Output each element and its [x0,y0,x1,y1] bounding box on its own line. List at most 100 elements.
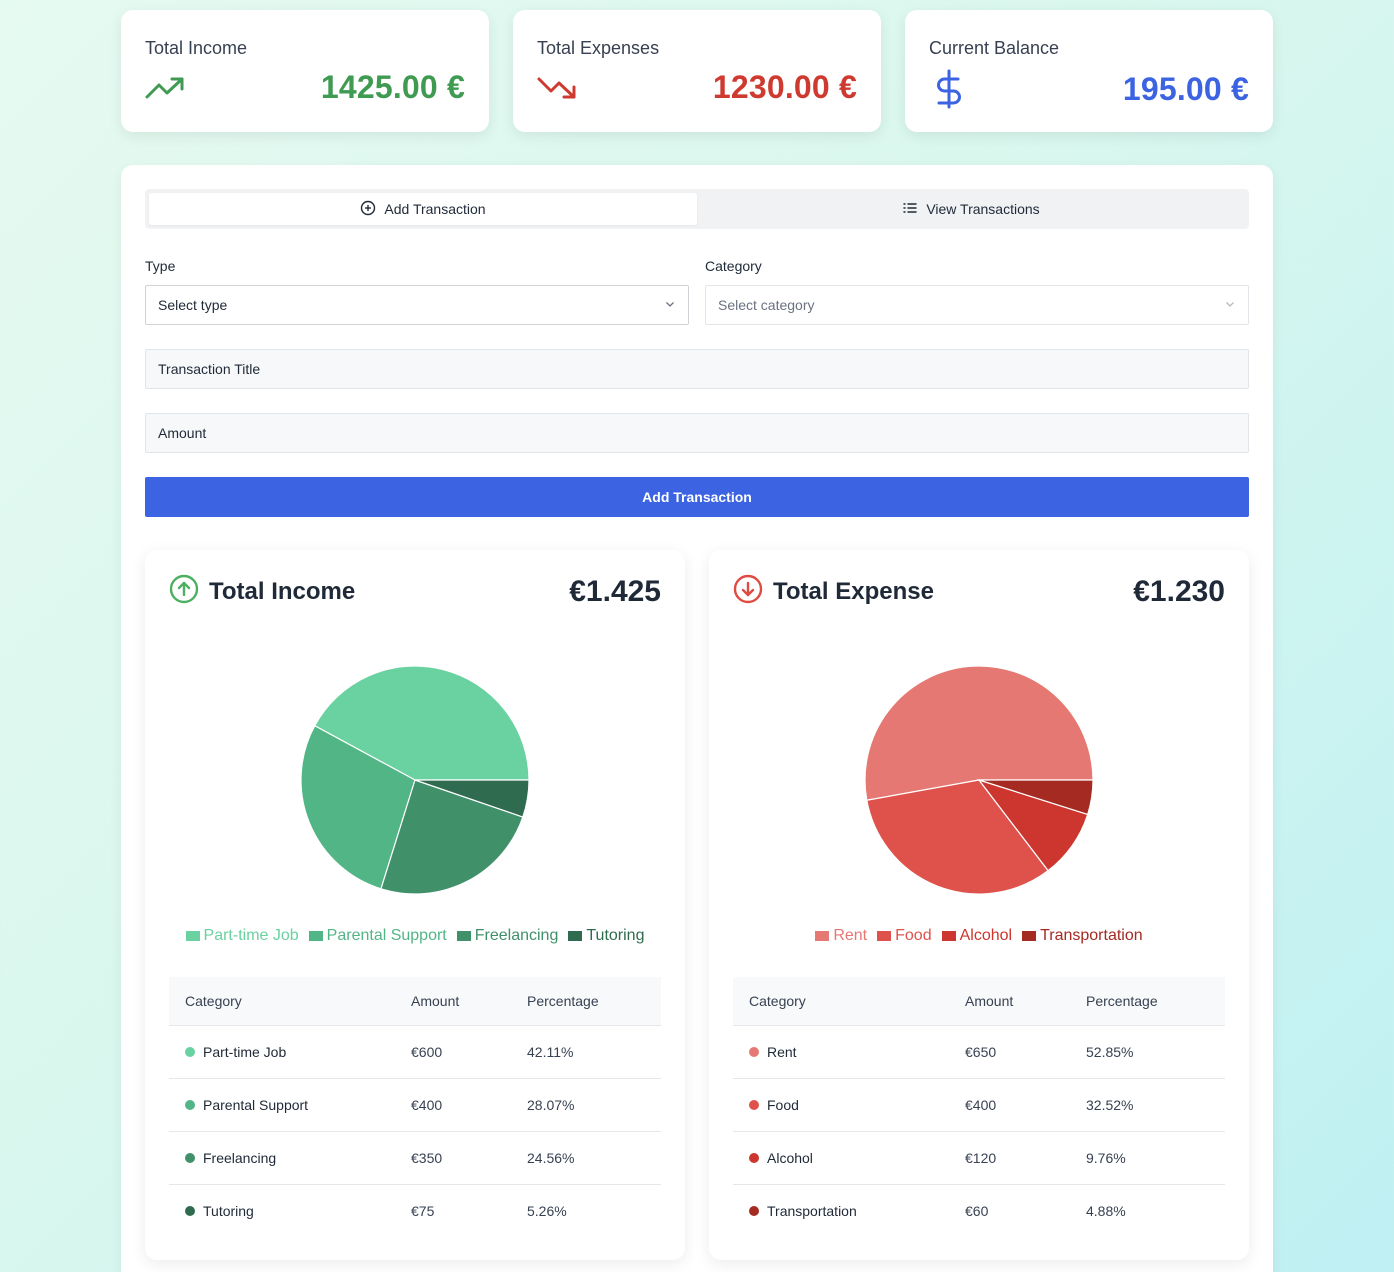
pie-slice-food [866,779,1049,895]
expense-col-amount: Amount [949,977,1070,1026]
row-percentage: 42.11% [511,1025,661,1079]
income-legend: Part-time Job Parental Support Freelancing… [145,927,685,945]
expenses-summary-value: 1230.00 € [712,69,857,105]
amount-input[interactable]: Amount [145,413,1249,453]
add-transaction-button[interactable]: Add Transaction [145,477,1249,517]
legend-swatch [815,931,830,941]
table-row: Transportation €60 4.88% [733,1184,1225,1237]
income-table: Category Amount Percentage Part-time Job… [169,977,661,1237]
income-col-category: Category [169,977,395,1026]
tab-bar: Add Transaction View Transactions [145,189,1249,229]
income-panel-title: Total Income [209,578,356,605]
row-amount: €400 [395,1078,511,1132]
legend-label: Parental Support [326,927,447,944]
legend-label: Freelancing [474,927,559,944]
expense-col-percentage: Percentage [1070,977,1225,1026]
tab-add-transaction-label: Add Transaction [384,201,486,217]
legend-item[interactable]: Transportation [1022,927,1143,945]
transaction-title-placeholder: Transaction Title [158,361,261,377]
color-dot [749,1152,759,1163]
row-percentage: 28.07% [511,1078,661,1132]
color-dot [749,1046,759,1057]
color-dot [185,1099,195,1110]
legend-swatch [877,931,892,941]
row-percentage: 24.56% [511,1131,661,1185]
table-row: Rent €650 52.85% [733,1025,1225,1079]
income-panel-total: €1.425 [569,575,661,608]
dollar-icon [929,69,969,109]
legend-item[interactable]: Freelancing [456,927,559,945]
color-dot [185,1205,195,1216]
plus-circle-icon [360,200,376,219]
row-amount: €350 [395,1131,511,1185]
legend-item[interactable]: Food [877,927,932,945]
chevron-down-icon [664,297,676,313]
legend-label: Rent [833,927,868,944]
type-label: Type [145,258,176,274]
tab-view-transactions[interactable]: View Transactions [697,193,1245,225]
row-category: Parental Support [203,1096,309,1113]
tab-view-transactions-label: View Transactions [926,201,1040,217]
expense-panel-total: €1.230 [1133,575,1225,608]
transaction-title-input[interactable]: Transaction Title [145,349,1249,389]
income-pie-chart [300,665,530,895]
legend-item[interactable]: Alcohol [941,927,1013,945]
arrow-down-circle-icon [733,574,763,611]
legend-swatch [308,931,323,941]
table-row: Alcohol €120 9.76% [733,1131,1225,1185]
table-row: Tutoring €75 5.26% [169,1184,661,1237]
legend-swatch [456,931,471,941]
income-col-amount: Amount [395,977,511,1026]
pie-slice-transportation [978,779,1094,816]
expense-col-category: Category [733,977,949,1026]
row-amount: €75 [411,1202,435,1219]
row-amount: €60 [965,1202,989,1219]
income-col-percentage: Percentage [511,977,661,1026]
trending-down-icon [537,73,577,103]
row-category: Freelancing [203,1149,277,1166]
income-summary-label: Total Income [145,38,248,58]
row-percentage: 52.85% [1070,1025,1225,1079]
table-row: Parental Support €400 28.07% [169,1078,661,1132]
table-row: Freelancing €350 24.56% [169,1131,661,1185]
legend-item[interactable]: Tutoring [568,927,644,945]
row-percentage: 4.88% [1086,1202,1126,1219]
color-dot [185,1152,195,1163]
table-row: Food €400 32.52% [733,1078,1225,1132]
pie-slice-parental-support [300,724,416,890]
category-select[interactable]: Select category [705,285,1249,325]
legend-item[interactable]: Rent [815,927,867,945]
row-category: Part-time Job [203,1043,287,1060]
legend-label: Tutoring [586,927,645,944]
legend-swatch [1022,931,1037,941]
row-percentage: 32.52% [1070,1078,1225,1132]
row-category: Tutoring [203,1202,254,1219]
legend-item[interactable]: Part-time Job [185,927,299,945]
legend-label: Food [895,927,932,944]
row-category: Alcohol [767,1149,813,1166]
trending-up-icon [145,73,185,103]
balance-summary-card: Current Balance 195.00 € [905,10,1273,132]
chevron-down-icon [1224,297,1236,313]
legend-swatch [941,931,956,941]
row-amount: €600 [395,1025,511,1079]
row-category: Food [767,1096,799,1113]
legend-label: Transportation [1040,927,1143,944]
type-select[interactable]: Select type [145,285,689,325]
pie-slice-freelancing [380,779,524,895]
row-category: Rent [767,1043,797,1060]
expense-table: Category Amount Percentage Rent €650 52.… [733,977,1225,1237]
expense-breakdown-panel: Total Expense €1.230 Rent Food Alcohol Tran… [709,550,1249,1260]
category-label: Category [705,258,762,274]
row-amount: €120 [949,1131,1070,1185]
legend-swatch [568,931,583,941]
row-amount: €400 [949,1078,1070,1132]
pie-slice-part-time-job [313,665,530,781]
arrow-up-circle-icon [169,574,199,611]
expenses-summary-card: Total Expenses 1230.00 € [513,10,881,132]
legend-item[interactable]: Parental Support [308,927,447,945]
legend-label: Part-time Job [203,927,299,944]
tab-add-transaction[interactable]: Add Transaction [149,193,697,225]
income-breakdown-panel: Total Income €1.425 Part-time Job Parenta… [145,550,685,1260]
legend-label: Alcohol [959,927,1013,944]
